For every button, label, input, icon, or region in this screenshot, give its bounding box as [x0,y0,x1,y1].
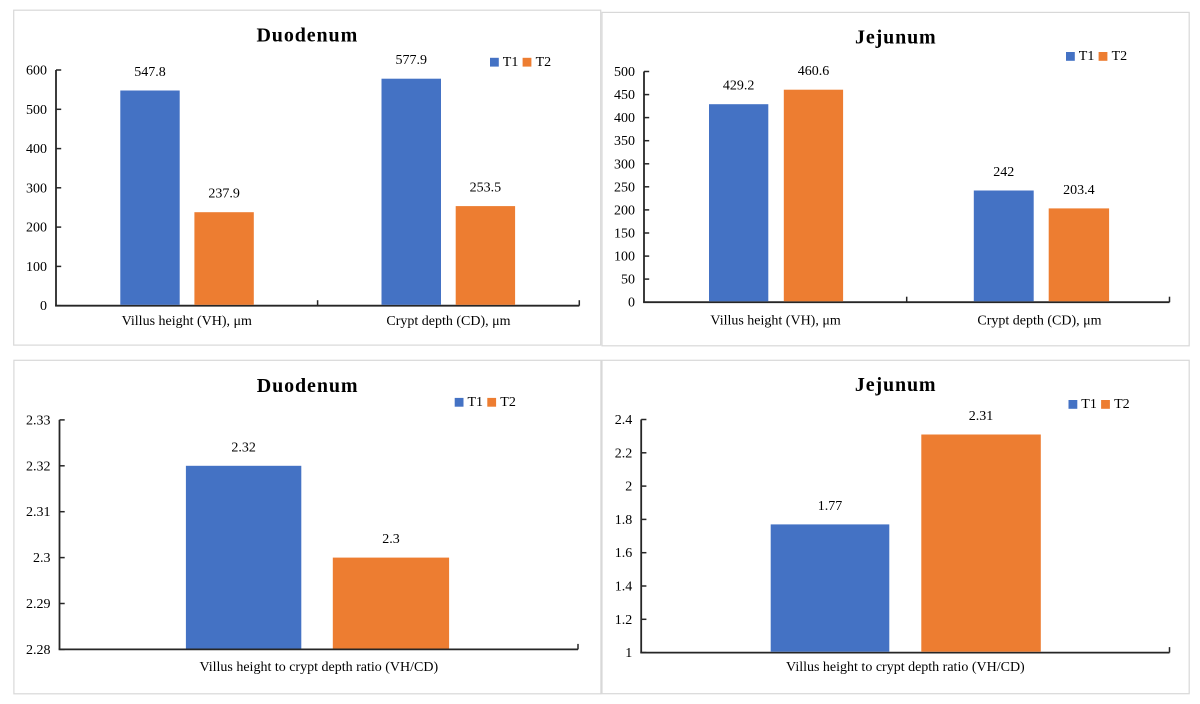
svg-text:T1: T1 [468,395,484,410]
svg-text:Crypt depth (CD), μm: Crypt depth (CD), μm [977,314,1101,329]
svg-text:0: 0 [40,299,47,314]
svg-text:400: 400 [614,111,635,126]
svg-text:2.31: 2.31 [969,409,994,424]
svg-text:2.3: 2.3 [382,532,400,547]
svg-text:300: 300 [26,181,47,196]
svg-text:0: 0 [628,296,635,311]
svg-text:T2: T2 [1114,397,1130,412]
svg-text:T2: T2 [1112,49,1128,64]
svg-text:350: 350 [614,134,635,149]
svg-text:Villus height to crypt depth r: Villus height to crypt depth ratio (VH/C… [199,660,438,675]
svg-text:1.6: 1.6 [615,546,633,561]
svg-text:200: 200 [26,221,47,236]
svg-text:Jejunum: Jejunum [855,27,937,49]
svg-text:T1: T1 [503,55,519,70]
svg-text:400: 400 [26,142,47,157]
svg-text:200: 200 [614,203,635,218]
svg-text:T2: T2 [536,55,552,70]
svg-text:2: 2 [625,480,632,495]
svg-text:1.8: 1.8 [615,513,633,528]
svg-text:Duodenum: Duodenum [256,25,358,47]
svg-text:1.77: 1.77 [818,499,843,514]
svg-text:2.33: 2.33 [26,413,51,428]
svg-text:Villus height (VH), μm: Villus height (VH), μm [122,314,252,329]
svg-text:300: 300 [614,157,635,172]
svg-text:1.4: 1.4 [615,580,633,595]
svg-text:500: 500 [26,103,47,118]
svg-text:100: 100 [26,260,47,275]
svg-text:Crypt depth (CD), μm: Crypt depth (CD), μm [386,314,510,329]
svg-text:2.31: 2.31 [26,505,51,520]
svg-text:Jejunum: Jejunum [855,374,937,396]
svg-text:2.32: 2.32 [231,440,256,455]
svg-text:50: 50 [621,273,635,288]
svg-text:T2: T2 [500,395,516,410]
svg-text:2.2: 2.2 [615,446,633,461]
svg-text:2.4: 2.4 [615,413,633,428]
svg-text:2.28: 2.28 [26,643,51,658]
svg-text:Villus height (VH), μm: Villus height (VH), μm [710,314,840,329]
svg-text:100: 100 [614,250,635,265]
svg-text:150: 150 [614,227,635,242]
svg-text:203.4: 203.4 [1063,183,1095,198]
svg-text:242: 242 [993,165,1014,180]
svg-text:547.8: 547.8 [134,65,166,80]
svg-text:600: 600 [26,64,47,79]
svg-text:T1: T1 [1081,397,1097,412]
svg-text:1.2: 1.2 [615,613,633,628]
svg-text:500: 500 [614,65,635,80]
svg-text:450: 450 [614,88,635,103]
svg-text:429.2: 429.2 [723,79,755,94]
svg-text:Duodenum: Duodenum [257,375,359,397]
svg-text:2.32: 2.32 [26,459,51,474]
svg-text:253.5: 253.5 [470,181,502,196]
svg-text:1: 1 [625,646,632,661]
svg-text:250: 250 [614,180,635,195]
svg-text:577.9: 577.9 [395,53,427,68]
svg-text:237.9: 237.9 [208,187,240,202]
svg-text:2.3: 2.3 [33,551,51,566]
svg-text:460.6: 460.6 [798,64,830,79]
svg-text:T1: T1 [1079,49,1095,64]
svg-text:2.29: 2.29 [26,597,51,612]
svg-text:Villus height to crypt depth r: Villus height to crypt depth ratio (VH/C… [786,660,1025,675]
